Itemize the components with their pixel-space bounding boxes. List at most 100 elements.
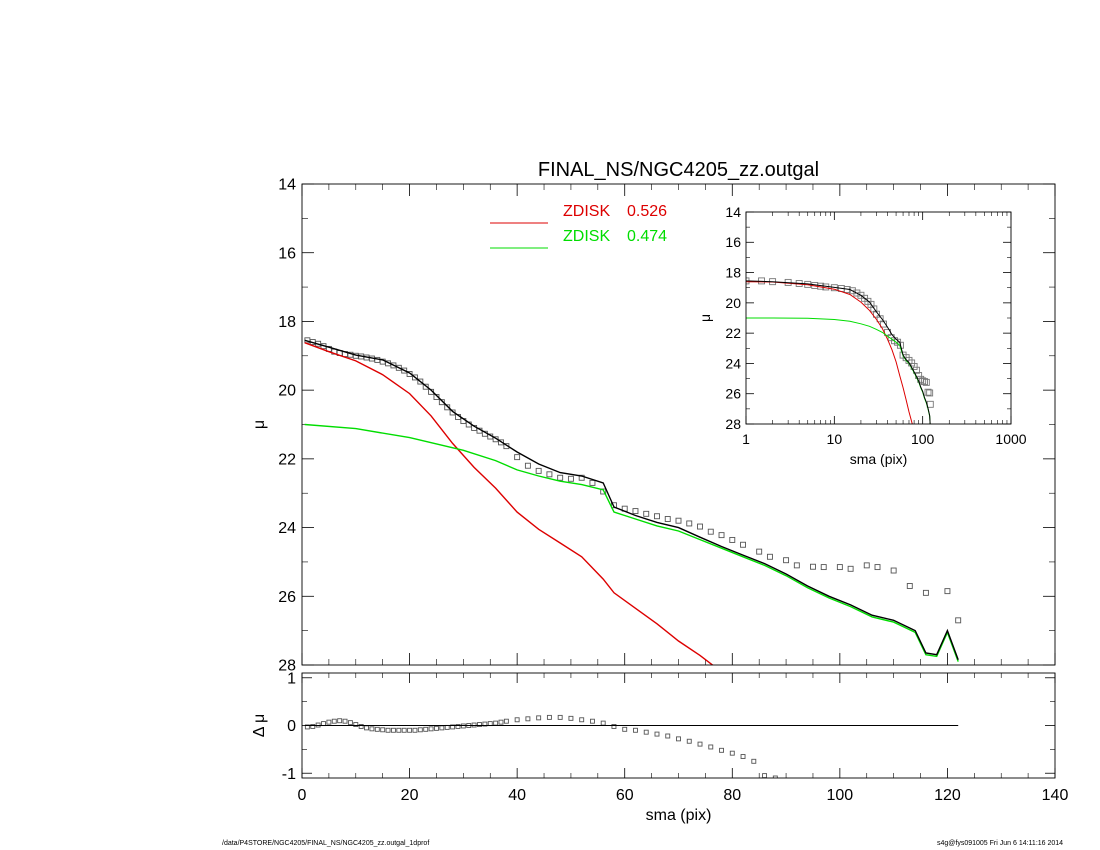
data-point — [482, 721, 488, 727]
y-axis-label: μ — [251, 420, 268, 429]
y-axis-label: Δ μ — [251, 714, 268, 737]
data-point — [589, 718, 595, 724]
data-point — [622, 726, 628, 732]
data-point — [848, 287, 856, 295]
footer-file-path: /data/P4STORE/NGC4205/FINAL_NS/NGC4205_z… — [222, 840, 430, 847]
data-point — [525, 716, 531, 722]
x-tick-label: 120 — [934, 787, 961, 804]
x-tick-label: 1 — [742, 431, 750, 447]
x-tick-label: 60 — [616, 787, 634, 804]
data-point — [579, 717, 585, 723]
data-point — [600, 720, 606, 726]
data-point — [434, 725, 439, 731]
data-point — [707, 528, 714, 535]
data-point — [514, 717, 520, 723]
data-point — [444, 724, 450, 730]
data-point — [412, 374, 418, 381]
series-line — [746, 281, 913, 424]
data-point — [740, 541, 746, 548]
data-point — [924, 388, 932, 396]
data-point — [756, 548, 763, 555]
data-point — [793, 562, 800, 569]
data-point — [719, 747, 724, 753]
data-point — [310, 724, 316, 729]
legend-value: 0.526 — [627, 203, 667, 220]
x-axis-label: sma (pix) — [646, 807, 712, 824]
data-point — [438, 399, 445, 406]
data-point — [390, 727, 396, 733]
data-point — [423, 726, 429, 732]
plot-frame — [301, 672, 1056, 779]
data-point — [718, 532, 725, 539]
data-point — [578, 474, 585, 481]
data-point — [600, 488, 607, 495]
data-point — [890, 567, 897, 574]
data-point — [820, 564, 827, 571]
y-tick-label: 22 — [278, 451, 296, 468]
x-tick-label: 40 — [508, 787, 526, 804]
data-point — [836, 564, 843, 571]
data-point — [922, 378, 930, 386]
legend-item: ZDISK 0.474 — [490, 228, 667, 249]
data-point — [643, 510, 650, 517]
data-point — [955, 617, 962, 624]
data-point — [676, 736, 681, 742]
data-point — [407, 727, 413, 733]
x-tick-label: 0 — [298, 787, 307, 804]
series-line — [304, 342, 714, 665]
data-point — [944, 588, 951, 595]
chart-title: FINAL_NS/NGC4205_zz.outgal — [538, 159, 819, 181]
series-line — [304, 339, 959, 661]
data-point — [665, 733, 671, 739]
data-point — [611, 724, 617, 729]
inset-log-plot: 1 10 100 1000 14 16 18 20 22 24 26 28 sma (pix) μ — [697, 204, 1027, 467]
data-point — [417, 727, 423, 733]
data-point — [633, 727, 638, 733]
data-point — [401, 367, 408, 374]
data-point — [919, 377, 927, 385]
data-point — [643, 729, 649, 735]
data-point — [874, 564, 881, 571]
data-point — [535, 467, 542, 474]
data-point — [611, 502, 617, 509]
x-tick-label: 20 — [401, 787, 419, 804]
data-point — [557, 474, 564, 481]
series-group — [746, 277, 934, 424]
data-point — [417, 378, 424, 385]
data-point — [729, 750, 735, 756]
legend-value: 0.474 — [627, 228, 667, 245]
data-point — [697, 523, 703, 530]
data-point — [428, 726, 434, 732]
data-point — [906, 583, 913, 589]
data-point — [766, 553, 773, 560]
data-point — [568, 715, 574, 721]
data-point — [385, 727, 391, 733]
data-point — [326, 719, 332, 725]
data-point — [439, 725, 445, 731]
y-axis-label: μ — [697, 314, 713, 322]
series-group — [304, 337, 962, 665]
data-point — [654, 513, 660, 520]
data-point — [380, 727, 386, 733]
data-point — [853, 289, 861, 297]
main-profile-plot: 14 16 18 20 22 24 26 28 FINAL_NS/NGC4205_zz.outg… — [251, 159, 1056, 675]
data-point — [422, 383, 429, 390]
data-point — [487, 721, 493, 727]
series-line — [746, 280, 931, 424]
y-tick-label: 18 — [725, 264, 741, 280]
x-axis-label: sma (pix) — [850, 451, 908, 467]
data-point — [926, 389, 934, 397]
series-line — [304, 423, 959, 662]
y-tick-label: 24 — [725, 355, 741, 371]
data-point — [729, 536, 736, 543]
data-point — [358, 724, 364, 729]
y-tick-label: 28 — [725, 416, 741, 432]
data-point — [740, 754, 746, 759]
data-point — [353, 722, 359, 727]
data-point — [396, 727, 402, 733]
data-point — [686, 738, 692, 744]
data-point — [567, 475, 574, 482]
data-point — [514, 454, 521, 461]
x-tick-label: 10 — [827, 431, 843, 447]
